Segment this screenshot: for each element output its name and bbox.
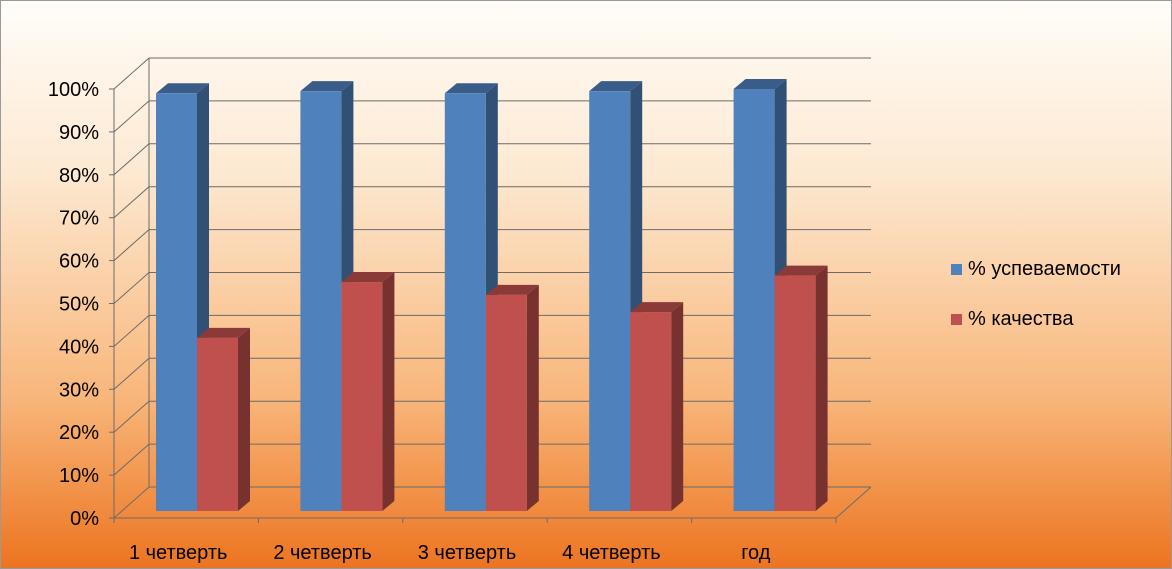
gridline-diagonal: [113, 357, 150, 390]
y-tick-label: 80%: [59, 165, 99, 187]
x-tick-label: 3 четверть: [418, 542, 517, 564]
y-tick-label: 0%: [70, 508, 99, 530]
bar-side: [238, 327, 250, 511]
bar-top: [156, 83, 209, 94]
bar-front: [300, 91, 342, 512]
bar: [485, 284, 539, 511]
x-tick-label: 4 четверть: [562, 542, 661, 564]
bar-top: [300, 81, 354, 92]
y-tick-label: 90%: [59, 122, 99, 144]
bar: [630, 302, 684, 511]
bar-front: [197, 337, 238, 511]
gridline-diagonal: [113, 229, 150, 261]
bars: [156, 79, 828, 512]
legend-label-success: % успеваемости: [968, 257, 1121, 280]
floor-right-edge: [835, 486, 872, 519]
bar-top: [197, 327, 250, 338]
legend-item-quality: % качества: [951, 306, 1121, 332]
gridline-diagonal: [113, 315, 150, 347]
gridline-diagonal: [113, 186, 150, 219]
gridline-diagonal: [113, 272, 150, 304]
gridline-diagonal: [113, 400, 150, 433]
y-tick-label: 100%: [48, 79, 99, 101]
y-tick-label: 40%: [59, 336, 99, 358]
bar-front: [774, 275, 816, 511]
bar-top: [774, 265, 828, 276]
x-axis-ticks: 1 четверть 2 четверть 3 четверть 4 четверть…: [113, 518, 837, 564]
bar-top: [630, 302, 684, 313]
bar-side: [382, 272, 395, 511]
x-tick-label: 2 четверть: [273, 542, 372, 564]
gridline-diagonal: [113, 486, 150, 519]
y-tick-label: 10%: [59, 465, 99, 487]
bar-side: [815, 265, 828, 511]
legend: % успеваемости % качества: [951, 256, 1121, 356]
bar-front: [485, 294, 527, 511]
bar-top: [485, 284, 539, 295]
y-tick-label: 70%: [59, 208, 99, 230]
gridline-diagonal: [113, 57, 150, 90]
bar-top: [341, 272, 395, 283]
legend-item-success: % успеваемости: [951, 256, 1121, 282]
bar-front: [341, 282, 383, 511]
bar-front: [733, 89, 775, 511]
bar: [774, 265, 828, 511]
y-axis-ticks: 0% 10% 20% 30% 40% 50% 60% 70% 80% 90% 100%: [48, 79, 99, 530]
bar-side: [526, 284, 539, 511]
y-tick-label: 60%: [59, 251, 99, 273]
bar-top: [733, 79, 787, 89]
gridline-diagonal: [113, 443, 150, 476]
legend-swatch-quality: [951, 313, 962, 325]
legend-label-quality: % качества: [968, 307, 1074, 330]
legend-swatch-success: [951, 263, 962, 275]
bar-top: [589, 81, 643, 92]
x-tick-label: год: [741, 542, 771, 564]
x-tick-label: 1 четверть: [129, 542, 228, 564]
bar: [341, 272, 395, 511]
bar: [197, 327, 250, 511]
bar-front: [589, 91, 631, 512]
y-tick-label: 20%: [59, 422, 99, 444]
bar-front: [630, 312, 672, 511]
gridline-diagonal: [113, 143, 150, 176]
bar-front: [156, 93, 197, 511]
bar-front: [444, 93, 486, 511]
bar-side: [671, 302, 684, 511]
y-tick-label: 50%: [59, 294, 99, 316]
y-tick-label: 30%: [59, 379, 99, 401]
gridline-diagonal: [113, 100, 150, 133]
bar-top: [444, 83, 498, 94]
